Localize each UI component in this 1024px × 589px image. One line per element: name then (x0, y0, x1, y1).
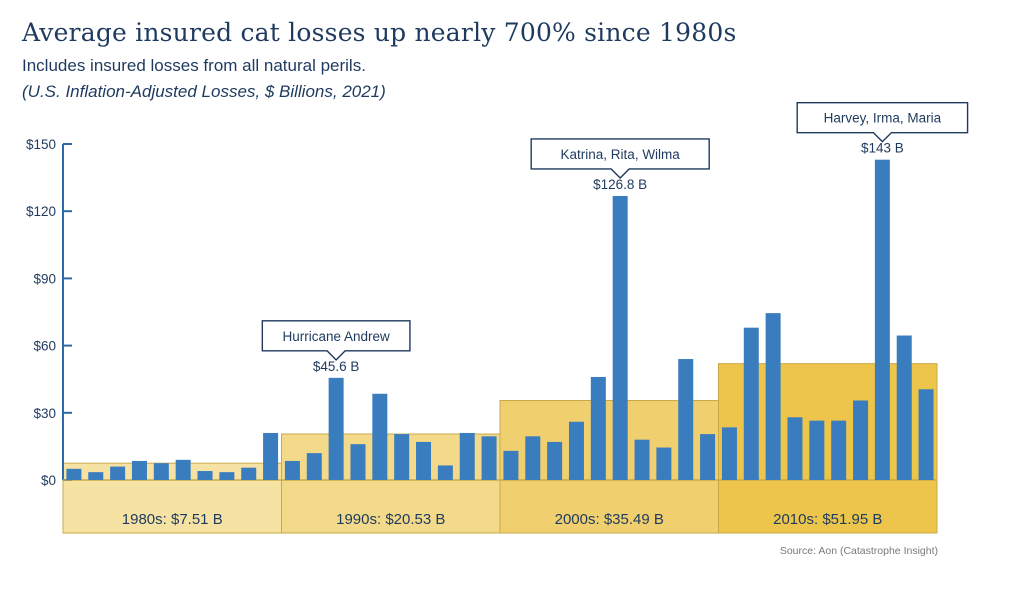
chart-subtitle: Includes insured losses from all natural… (22, 56, 366, 75)
annotation-value: $143 B (861, 141, 904, 156)
annotation-value: $45.6 B (313, 359, 360, 374)
bar-1990 (284, 460, 300, 480)
bar-1989 (263, 432, 279, 480)
y-tick-label: $60 (33, 339, 56, 354)
bar-2018 (896, 335, 912, 480)
source-note: Source: Aon (Catastrophe Insight) (779, 545, 938, 557)
bar-2003 (568, 421, 584, 480)
bar-2013 (787, 417, 803, 480)
annotation-event: Hurricane Andrew (282, 329, 390, 344)
bar-1999 (481, 436, 497, 480)
bar-2015 (831, 420, 847, 480)
bar-1986 (197, 471, 213, 480)
decade-label: 1980s: $7.51 B (122, 511, 223, 528)
annotation-callout (796, 101, 969, 143)
bar-2016 (853, 400, 869, 480)
bar-2009 (700, 434, 716, 480)
decade-label: 2000s: $35.49 B (555, 511, 664, 528)
y-tick-label: $0 (41, 473, 56, 488)
decade-label: 2010s: $51.95 B (773, 511, 882, 528)
bar-2011 (743, 327, 759, 480)
bar-1983 (131, 460, 147, 480)
bar-1981 (88, 472, 104, 480)
bar-2005 (612, 195, 628, 480)
chart-title: Average insured cat losses up nearly 700… (22, 18, 737, 47)
y-tick-label: $90 (33, 271, 56, 286)
bar-1994 (372, 393, 388, 480)
bar-1984 (153, 463, 169, 480)
bar-1980 (66, 468, 82, 480)
y-tick-label: $30 (33, 406, 56, 421)
decade-label: 1990s: $20.53 B (336, 511, 445, 528)
bar-1982 (110, 466, 126, 480)
bar-1993 (350, 444, 366, 480)
bar-1995 (394, 434, 410, 480)
bar-2012 (765, 313, 781, 480)
annotation-event: Harvey, Irma, Maria (824, 111, 942, 126)
bar-1991 (306, 453, 322, 480)
y-tick-label: $150 (26, 137, 56, 152)
bar-2017 (874, 159, 890, 480)
unit-note: (U.S. Inflation-Adjusted Losses, $ Billi… (22, 82, 386, 101)
bar-1996 (416, 441, 432, 480)
bar-1987 (219, 472, 235, 480)
y-tick-label: $120 (26, 204, 56, 219)
annotation-value: $126.8 B (593, 177, 647, 192)
bar-1985 (175, 459, 191, 480)
bar-1988 (241, 467, 257, 480)
annotation-callout (261, 320, 411, 361)
bar-1998 (459, 432, 475, 480)
annotation-callout (530, 138, 710, 179)
annotations: $45.6 B Hurricane Andrew $126.8 B Katrina, … (261, 101, 969, 374)
bar-1992 (328, 377, 344, 480)
bar-2002 (547, 441, 563, 480)
bar-2014 (809, 420, 825, 480)
bars (66, 159, 934, 480)
bar-2010 (721, 427, 737, 480)
bar-2006 (634, 439, 650, 480)
bar-1997 (437, 465, 453, 480)
annotation-event: Katrina, Rita, Wilma (561, 147, 681, 162)
bar-2004 (590, 376, 606, 480)
bar-2007 (656, 447, 672, 480)
decade-bands: 1980s: $7.51 B 1990s: $20.53 B 2000s: $35.… (62, 363, 938, 534)
bar-2019 (918, 389, 934, 480)
bar-2008 (678, 359, 694, 480)
bar-2001 (525, 436, 541, 480)
bar-2000 (503, 450, 519, 480)
